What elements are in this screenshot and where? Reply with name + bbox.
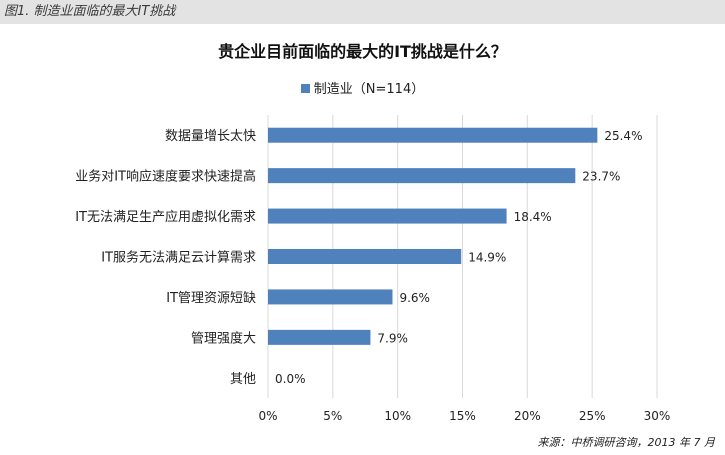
bar xyxy=(268,208,507,224)
x-tick-label: 20% xyxy=(514,409,541,423)
chart-title: 贵企业目前面临的最大的IT挑战是什么？ xyxy=(218,42,507,61)
category-label: IT管理资源短缺 xyxy=(166,291,256,306)
x-tick-label: 30% xyxy=(644,409,671,423)
bar xyxy=(268,168,576,184)
source-note: 来源：中桥调研咨询，2013 年 7 月 xyxy=(537,436,715,449)
data-label: 7.9% xyxy=(377,331,408,345)
data-label: 25.4% xyxy=(604,129,642,143)
category-label: 业务对IT响应速度要求快速提高 xyxy=(75,169,256,185)
bar xyxy=(268,289,393,305)
x-tick-label: 10% xyxy=(384,409,411,423)
legend-label: 制造业（N=114） xyxy=(313,82,425,97)
bar xyxy=(268,127,598,143)
legend: 制造业（N=114） xyxy=(0,78,725,97)
bar xyxy=(268,329,371,345)
figure-caption: 图1. 制造业面临的最大IT挑战 xyxy=(0,0,725,24)
x-tick-label: 15% xyxy=(449,409,476,423)
x-tick-label: 5% xyxy=(323,409,342,423)
category-label: IT无法满足生产应用虚拟化需求 xyxy=(75,209,256,225)
x-tick-label: 25% xyxy=(579,409,606,423)
data-label: 9.6% xyxy=(399,291,430,305)
bar xyxy=(268,249,462,264)
category-label: 数据量增长太快 xyxy=(165,129,256,144)
category-label: IT服务无法满足云计算需求 xyxy=(101,250,256,266)
data-label: 23.7% xyxy=(582,170,620,184)
data-label: 14.9% xyxy=(468,251,506,265)
category-label: 管理强度大 xyxy=(191,330,256,346)
data-label: 18.4% xyxy=(514,210,552,224)
category-label: 其他 xyxy=(230,372,256,387)
data-label: 0.0% xyxy=(275,372,306,386)
legend-swatch xyxy=(300,84,310,93)
x-tick-label: 0% xyxy=(258,409,277,423)
